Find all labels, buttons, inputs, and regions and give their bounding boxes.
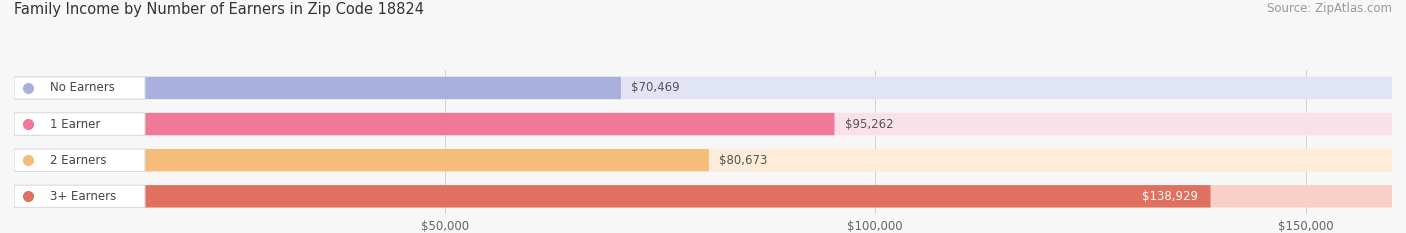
Text: No Earners: No Earners xyxy=(51,82,115,94)
FancyBboxPatch shape xyxy=(14,77,621,99)
Text: $95,262: $95,262 xyxy=(845,118,893,130)
FancyBboxPatch shape xyxy=(14,113,834,135)
Text: $138,929: $138,929 xyxy=(1142,190,1198,203)
Text: Family Income by Number of Earners in Zip Code 18824: Family Income by Number of Earners in Zi… xyxy=(14,2,425,17)
FancyBboxPatch shape xyxy=(14,113,1392,135)
FancyBboxPatch shape xyxy=(14,149,1392,171)
FancyBboxPatch shape xyxy=(14,77,1392,99)
FancyBboxPatch shape xyxy=(14,113,145,135)
Text: 2 Earners: 2 Earners xyxy=(51,154,107,167)
FancyBboxPatch shape xyxy=(14,185,145,208)
FancyBboxPatch shape xyxy=(14,77,145,99)
Text: $70,469: $70,469 xyxy=(631,82,681,94)
Text: $80,673: $80,673 xyxy=(718,154,768,167)
FancyBboxPatch shape xyxy=(14,185,1392,208)
Text: 3+ Earners: 3+ Earners xyxy=(51,190,117,203)
Text: Source: ZipAtlas.com: Source: ZipAtlas.com xyxy=(1267,2,1392,15)
FancyBboxPatch shape xyxy=(14,149,145,171)
FancyBboxPatch shape xyxy=(14,149,709,171)
FancyBboxPatch shape xyxy=(14,185,1211,208)
Text: 1 Earner: 1 Earner xyxy=(51,118,101,130)
